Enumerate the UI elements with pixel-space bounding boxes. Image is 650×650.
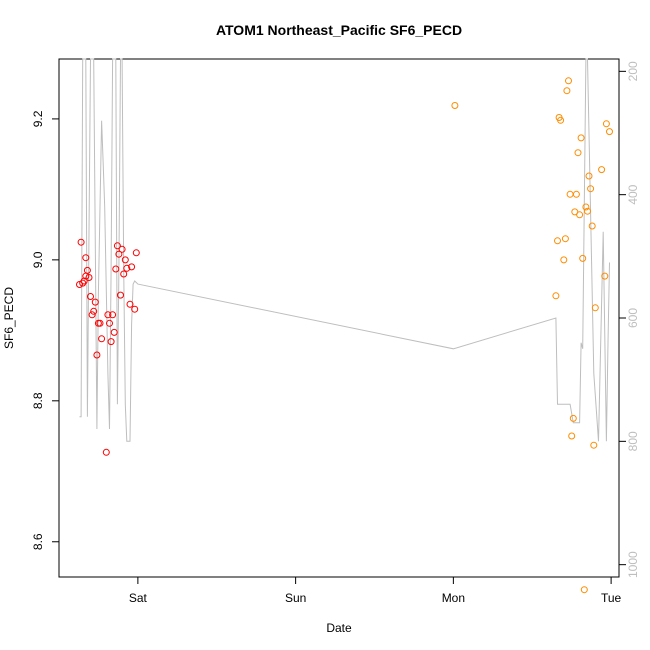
right-tick-label: 200 — [626, 61, 640, 81]
right-tick-label: 400 — [626, 184, 640, 204]
data-point-early — [91, 298, 99, 306]
data-point-late — [574, 149, 582, 157]
x-tick-label: Sun — [285, 591, 306, 605]
y-tick-label: 9.2 — [31, 110, 45, 127]
data-point-early — [87, 293, 94, 300]
data-point-early — [85, 274, 93, 281]
pressure-profile-layer — [79, 58, 610, 442]
data-point-late — [552, 292, 560, 300]
data-point-early — [102, 448, 110, 456]
y-tick-label: 8.6 — [31, 533, 45, 550]
data-point-early — [126, 300, 134, 308]
x-axis: Sat Sun Mon Tue — [129, 576, 622, 605]
data-point-early — [110, 328, 118, 336]
data-point-early — [113, 242, 121, 250]
data-point-early — [98, 335, 106, 343]
data-point-late — [568, 432, 576, 440]
data-point-late — [582, 203, 590, 211]
data-point-early — [128, 263, 136, 271]
x-tick-label: Tue — [601, 591, 622, 605]
data-point-early — [120, 270, 128, 278]
data-point-late — [591, 304, 599, 312]
data-point-late — [601, 272, 609, 280]
data-point-late — [580, 586, 588, 594]
data-point-early — [112, 265, 120, 273]
right-tick-label: 800 — [626, 431, 640, 451]
data-point-early — [117, 291, 124, 299]
y-axis: 8.6 8.8 9.0 9.2 — [31, 110, 60, 550]
chart-title: ATOM1 Northeast_Pacific SF6_PECD — [216, 22, 462, 38]
data-point-late — [572, 190, 580, 198]
pressure-profile-line — [79, 58, 610, 442]
right-axis: 200 400 600 800 1000 — [618, 61, 640, 578]
data-point-early — [107, 338, 115, 346]
data-point-early — [90, 307, 98, 315]
data-point-early — [96, 319, 104, 327]
y-tick-label: 8.8 — [31, 392, 45, 409]
data-point-late — [576, 211, 584, 219]
right-tick-label: 1000 — [626, 551, 640, 578]
data-point-early — [104, 311, 112, 319]
data-point-late — [606, 128, 613, 136]
data-point-early — [121, 256, 129, 264]
data-point-late — [565, 77, 572, 85]
data-point-late — [563, 87, 571, 95]
data-point-late — [587, 185, 595, 193]
data-point-early — [106, 319, 113, 327]
data-point-early — [132, 249, 140, 257]
data-point-late — [569, 414, 577, 422]
data-point-early — [80, 277, 88, 285]
data-point-early — [123, 264, 131, 272]
data-point-late — [602, 120, 610, 128]
data-point-early — [88, 311, 96, 319]
data-point-late — [566, 190, 574, 198]
data-points-layer — [76, 77, 613, 594]
x-tick-label: Sat — [129, 591, 148, 605]
data-point-early — [76, 281, 83, 288]
data-point-late — [577, 134, 585, 142]
data-point-late — [561, 235, 569, 243]
right-tick-label: 600 — [626, 308, 640, 328]
x-tick-label: Mon — [442, 591, 465, 605]
data-point-early — [109, 311, 117, 319]
data-point-late — [590, 441, 598, 449]
data-point-late — [557, 116, 565, 124]
data-point-late — [588, 222, 596, 230]
x-axis-label: Date — [326, 621, 352, 635]
data-point-late — [598, 166, 606, 174]
y-axis-label: SF6_PECD — [2, 287, 16, 349]
data-point-early — [82, 254, 90, 262]
data-point-late — [451, 102, 459, 109]
data-point-early — [83, 266, 91, 274]
data-point-late — [579, 254, 587, 262]
data-point-early — [118, 245, 126, 253]
data-point-early — [79, 279, 87, 287]
data-point-early — [131, 305, 139, 313]
data-point-late — [584, 207, 591, 215]
data-point-early — [77, 238, 85, 246]
data-point-early — [115, 250, 123, 258]
plot-frame — [58, 58, 620, 578]
data-point-late — [585, 172, 593, 180]
data-point-late — [560, 256, 568, 264]
data-point-early — [93, 351, 101, 359]
y-tick-label: 9.0 — [31, 251, 45, 268]
data-point-late — [554, 237, 561, 245]
